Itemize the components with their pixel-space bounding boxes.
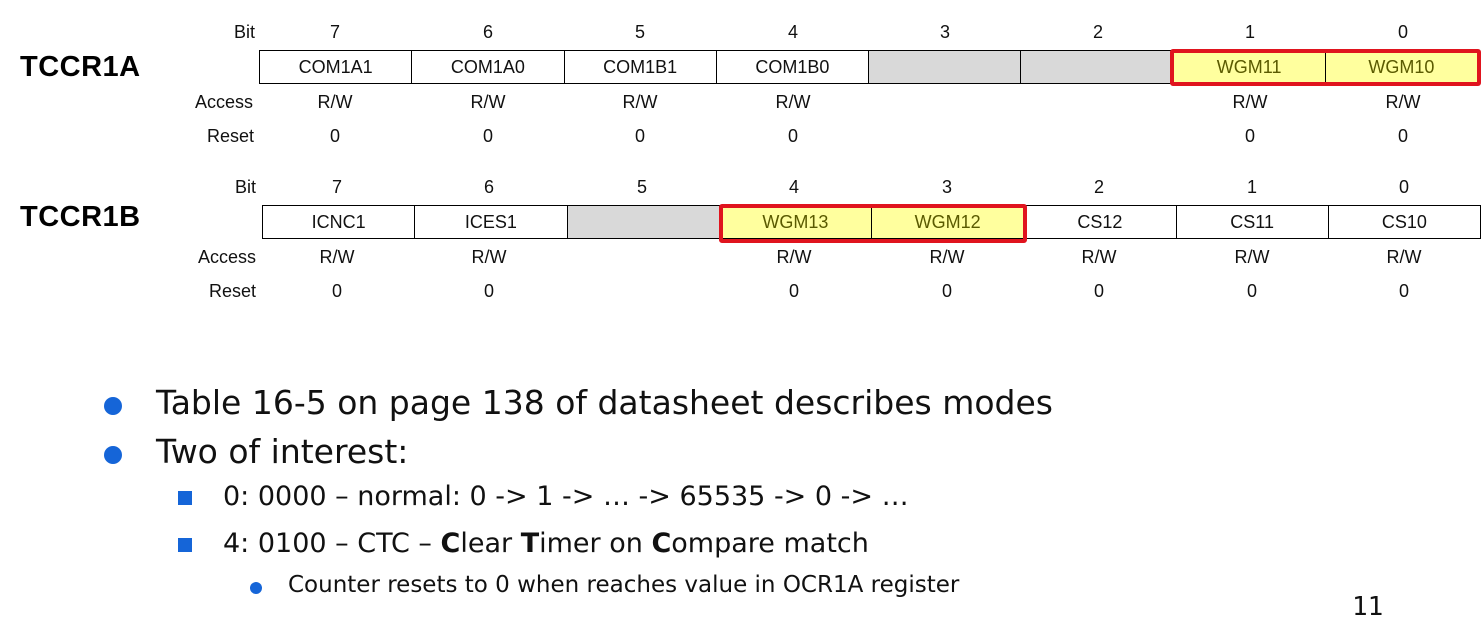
reset-value: 0 (917, 281, 977, 302)
bullet-square-icon (178, 491, 192, 505)
bit-number: 4 (763, 22, 823, 43)
bit-row-label: Bit (155, 22, 255, 43)
page-number: 11 (1352, 592, 1383, 622)
register-name: TCCR1B (20, 201, 141, 234)
bullet-text: Two of interest: (156, 432, 408, 471)
bit-field-com1b1: COM1B1 (565, 51, 717, 83)
access-row-label: Access (156, 247, 256, 268)
bit-field-wgm12: WGM12 (872, 206, 1024, 238)
bit-field-row: ICNC1 ICES1 WGM13 WGM12 CS12 CS11 CS10 (262, 205, 1481, 239)
access-value: R/W (305, 92, 365, 113)
bit-field-icnc1: ICNC1 (263, 206, 415, 238)
bit-field-cs12: CS12 (1024, 206, 1176, 238)
bit-field-cs10: CS10 (1329, 206, 1480, 238)
bullet-text: 4: 0100 – CTC – Clear Timer on Compare m… (223, 528, 869, 559)
reset-value: 0 (458, 126, 518, 147)
access-value: R/W (1374, 247, 1434, 268)
text-segment: lear (460, 528, 520, 559)
bullet-text: Table 16-5 on page 138 of datasheet desc… (156, 383, 1053, 422)
text-segment: imer on (539, 528, 651, 559)
access-row-label: Access (153, 92, 253, 113)
reset-value: 0 (1374, 281, 1434, 302)
reset-value: 0 (1069, 281, 1129, 302)
bit-number: 2 (1068, 22, 1128, 43)
bit-field-reserved (568, 206, 720, 238)
reset-row-label: Reset (154, 126, 254, 147)
bit-number: 0 (1374, 177, 1434, 198)
text-segment: ompare match (671, 528, 869, 559)
reset-value: 0 (763, 126, 823, 147)
reset-value: 0 (764, 281, 824, 302)
reset-value: 0 (459, 281, 519, 302)
acronym-letter: C (651, 528, 671, 559)
bullet-dot-icon (104, 446, 122, 464)
bit-number: 1 (1222, 177, 1282, 198)
bit-field-wgm10: WGM10 (1326, 51, 1477, 83)
bit-field-cs11: CS11 (1177, 206, 1329, 238)
bit-number: 6 (458, 22, 518, 43)
reset-row-label: Reset (156, 281, 256, 302)
bit-number: 3 (915, 22, 975, 43)
bit-field-reserved (869, 51, 1021, 83)
access-value: R/W (610, 92, 670, 113)
access-value: R/W (1220, 92, 1280, 113)
register-tccr1a: TCCR1A Bit 7 6 5 4 3 2 1 0 COM1A1 COM1A0… (0, 14, 1483, 154)
access-value: R/W (917, 247, 977, 268)
bit-number: 2 (1069, 177, 1129, 198)
access-value: R/W (458, 92, 518, 113)
bit-number: 6 (459, 177, 519, 198)
acronym-letter: C (441, 528, 461, 559)
access-value: R/W (763, 92, 823, 113)
reset-value: 0 (1222, 281, 1282, 302)
reset-value: 0 (1220, 126, 1280, 147)
access-value: R/W (459, 247, 519, 268)
bit-number: 1 (1220, 22, 1280, 43)
bullet-text: Counter resets to 0 when reaches value i… (288, 572, 959, 598)
register-tccr1b: TCCR1B Bit 7 6 5 4 3 2 1 0 ICNC1 ICES1 W… (0, 169, 1483, 309)
bullet-text: 0: 0000 – normal: 0 -> 1 -> … -> 65535 -… (223, 481, 909, 512)
register-name: TCCR1A (20, 51, 141, 84)
reset-value: 0 (610, 126, 670, 147)
reset-value: 0 (307, 281, 367, 302)
bit-number: 7 (305, 22, 365, 43)
access-value: R/W (1069, 247, 1129, 268)
bit-field-wgm13: WGM13 (720, 206, 872, 238)
reset-value: 0 (305, 126, 365, 147)
bit-number: 5 (610, 22, 670, 43)
bit-field-com1b0: COM1B0 (717, 51, 869, 83)
bit-field-reserved (1021, 51, 1173, 83)
text-segment: 4: 0100 – CTC – (223, 528, 441, 559)
access-value: R/W (1373, 92, 1433, 113)
bit-field-com1a1: COM1A1 (260, 51, 412, 83)
bit-number: 3 (917, 177, 977, 198)
bullet-dot-icon (250, 582, 262, 594)
reset-value: 0 (1373, 126, 1433, 147)
bit-field-wgm11: WGM11 (1174, 51, 1326, 83)
acronym-letter: T (521, 528, 539, 559)
bit-field-row: COM1A1 COM1A0 COM1B1 COM1B0 WGM11 WGM10 (259, 50, 1478, 84)
bit-field-com1a0: COM1A0 (412, 51, 564, 83)
bullet-square-icon (178, 538, 192, 552)
bit-field-ices1: ICES1 (415, 206, 567, 238)
bullet-dot-icon (104, 397, 122, 415)
bit-number: 7 (307, 177, 367, 198)
access-value: R/W (1222, 247, 1282, 268)
bit-number: 0 (1373, 22, 1433, 43)
bit-number: 4 (764, 177, 824, 198)
access-value: R/W (307, 247, 367, 268)
access-value: R/W (764, 247, 824, 268)
bit-row-label: Bit (156, 177, 256, 198)
bit-number: 5 (612, 177, 672, 198)
